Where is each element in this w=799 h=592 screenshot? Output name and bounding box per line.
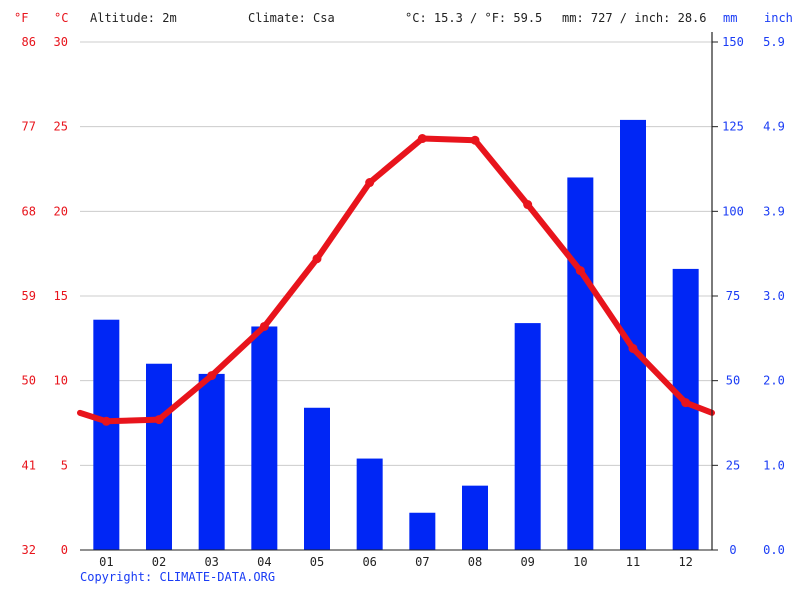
month-tick-label: 10: [573, 555, 587, 569]
month-tick-label: 11: [626, 555, 640, 569]
temperature-point: [154, 415, 164, 425]
fahrenheit-tick-label: 77: [22, 120, 36, 134]
temperature-point: [575, 266, 585, 276]
mm-tick-label: 75: [726, 289, 740, 303]
month-tick-label: 07: [415, 555, 429, 569]
inch-tick-label: 5.9: [763, 35, 785, 49]
precipitation-bar: [672, 268, 699, 550]
precipitation-bar: [251, 326, 278, 550]
month-tick-label: 08: [468, 555, 482, 569]
temperature-point: [628, 343, 638, 353]
temperature-point: [101, 416, 111, 426]
temperature-point: [259, 321, 269, 331]
precipitation-bar: [462, 485, 488, 550]
temperature-point: [681, 398, 691, 408]
temperature-point: [207, 371, 217, 381]
month-tick-label: 03: [204, 555, 218, 569]
altitude-label: Altitude: 2m: [90, 11, 177, 25]
gridlines: [80, 41, 712, 466]
month-tick-label: 01: [99, 555, 113, 569]
temperature-point: [365, 178, 375, 188]
precipitation-bar: [409, 512, 436, 550]
temperature-point: [417, 134, 427, 144]
inch-tick-label: 4.9: [763, 120, 785, 134]
mm-tick-label: 125: [722, 120, 744, 134]
celsius-tick-label: 30: [54, 35, 68, 49]
month-tick-label: 05: [310, 555, 324, 569]
celsius-tick-label: 25: [54, 120, 68, 134]
fahrenheit-tick-label: 41: [22, 458, 36, 472]
chart-header: °F °C Altitude: 2m Climate: Csa °C: 15.3…: [14, 11, 793, 25]
celsius-unit-label: °C: [54, 11, 68, 25]
precipitation-bar: [514, 323, 541, 550]
fahrenheit-unit-label: °F: [14, 11, 28, 25]
axes: [80, 32, 718, 551]
month-tick-label: 12: [678, 555, 692, 569]
tick-labels: 32 0 0 0.041 5 25 1.050 10 50 2.059 15 75 3.068 20 100…: [22, 35, 785, 569]
temperature-line: [77, 134, 715, 426]
month-tick-label: 09: [520, 555, 534, 569]
precipitation-bar: [93, 319, 120, 550]
precipitation-bar: [304, 407, 330, 550]
inch-tick-label: 0.0: [763, 543, 785, 557]
temperature-average-label: °C: 15.3 / °F: 59.5: [405, 11, 542, 25]
month-tick-label: 06: [362, 555, 376, 569]
precipitation-bar: [146, 363, 172, 550]
fahrenheit-tick-label: 86: [22, 35, 36, 49]
precipitation-bar: [567, 177, 594, 550]
inch-tick-label: 3.0: [763, 289, 785, 303]
mm-tick-label: 100: [722, 204, 744, 218]
celsius-tick-label: 5: [61, 458, 68, 472]
precipitation-bar: [198, 373, 225, 550]
fahrenheit-tick-label: 50: [22, 374, 36, 388]
fahrenheit-tick-label: 32: [22, 543, 36, 557]
precipitation-bars: [93, 119, 699, 550]
temperature-line-path: [77, 135, 715, 425]
mm-tick-label: 0: [729, 543, 736, 557]
copyright-text: Copyright: CLIMATE-DATA.ORG: [80, 570, 276, 584]
month-tick-label: 04: [257, 555, 271, 569]
inch-unit-label: inch: [764, 11, 793, 25]
temperature-point: [470, 135, 480, 145]
temperature-point: [312, 254, 322, 264]
celsius-tick-label: 0: [61, 543, 68, 557]
inch-tick-label: 3.9: [763, 204, 785, 218]
precipitation-average-label: mm: 727 / inch: 28.6: [562, 11, 707, 25]
fahrenheit-tick-label: 68: [22, 204, 36, 218]
celsius-tick-label: 10: [54, 374, 68, 388]
mm-tick-label: 25: [726, 458, 740, 472]
mm-tick-label: 50: [726, 374, 740, 388]
celsius-tick-label: 15: [54, 289, 68, 303]
climate-label: Climate: Csa: [248, 11, 335, 25]
celsius-tick-label: 20: [54, 204, 68, 218]
temperature-point: [523, 200, 533, 210]
mm-unit-label: mm: [723, 11, 737, 25]
precipitation-bar: [356, 458, 383, 550]
mm-tick-label: 150: [722, 35, 744, 49]
inch-tick-label: 1.0: [763, 458, 785, 472]
fahrenheit-tick-label: 59: [22, 289, 36, 303]
month-tick-label: 02: [152, 555, 166, 569]
inch-tick-label: 2.0: [763, 374, 785, 388]
